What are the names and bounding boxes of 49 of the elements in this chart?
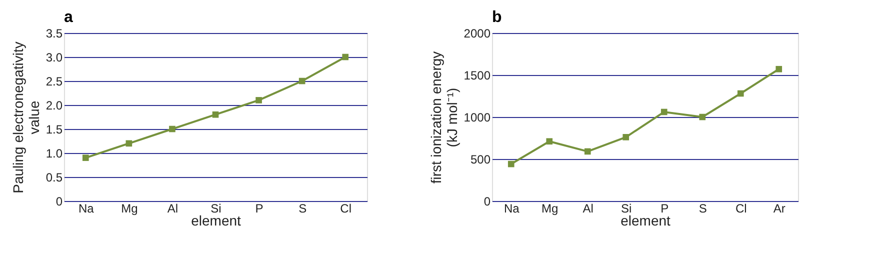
x-tick-label: P [255, 202, 264, 216]
point [82, 154, 89, 161]
x-tick-label: P [660, 202, 669, 216]
point [508, 160, 514, 168]
y-axis-title: Pauling electronegativity value [10, 42, 42, 194]
x-tick-label: Mg [121, 202, 138, 216]
x-tick-label: Na [504, 202, 520, 216]
x-tick-label: Na [78, 202, 94, 216]
y-tick-label: 2000 [464, 26, 491, 40]
y-tick-label: 3.5 [46, 26, 63, 40]
y-tick-label: 0 [484, 194, 491, 208]
point [699, 114, 706, 120]
x-axis-title: element [620, 212, 671, 228]
y-tick-label: 0.5 [46, 170, 63, 184]
chart-title: a [64, 9, 73, 26]
x-tick-label: Si [621, 202, 632, 216]
y-tick-label: 1500 [464, 68, 491, 82]
y-tick-label: 1000 [464, 110, 491, 124]
point [298, 78, 306, 84]
x-tick-label: S [698, 202, 707, 216]
x-tick-label: Ar [773, 202, 786, 216]
point [546, 138, 553, 145]
y-axis-title: first ionization energy (kJ mol⁻¹) [428, 51, 460, 184]
x-tick-label: Si [210, 202, 222, 216]
y-tick-label: 1.0 [46, 146, 63, 160]
chart-title: b [492, 9, 502, 26]
point [342, 54, 349, 60]
y-tick-label: 500 [470, 152, 491, 166]
point [622, 134, 630, 140]
point [660, 108, 668, 116]
x-tick-label: S [298, 202, 307, 216]
point [584, 148, 591, 155]
y-tick-label: 2.5 [46, 74, 63, 88]
y-tick-label: 0 [56, 194, 63, 208]
x-tick-label: Al [582, 202, 594, 216]
y-tick-label: 2.0 [46, 98, 63, 112]
point [737, 90, 744, 97]
x-axis-title: element [191, 212, 242, 228]
x-tick-label: Mg [542, 202, 558, 216]
point [256, 97, 262, 104]
y-tick-label: 1.5 [46, 122, 63, 136]
point [212, 111, 219, 118]
y-tick-label: 3.0 [46, 50, 63, 64]
point [126, 140, 132, 147]
x-tick-label: Al [167, 202, 178, 216]
point [776, 66, 782, 72]
point [169, 126, 176, 132]
x-tick-label: Cl [340, 202, 352, 216]
x-tick-label: Cl [735, 202, 747, 216]
